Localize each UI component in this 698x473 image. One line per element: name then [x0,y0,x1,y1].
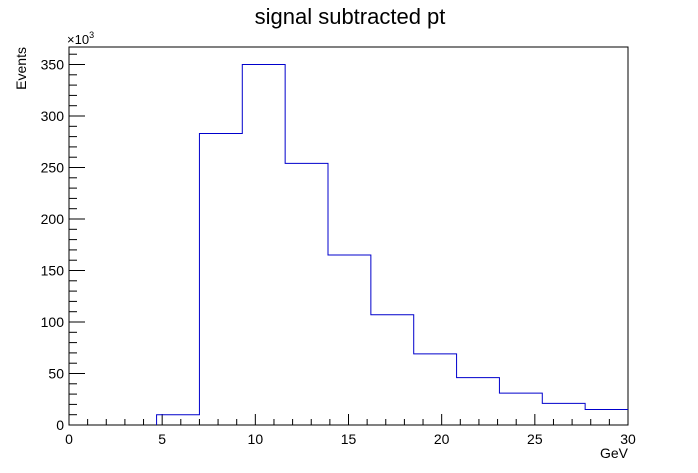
plot-frame [68,46,629,426]
x-tick-label: 20 [434,431,450,447]
y-axis-multiplier-exponent: 3 [89,30,94,40]
y-tick-label: 300 [41,108,65,124]
x-axis-tick-labels: 0 5 10 15 20 25 30 [65,431,636,447]
histogram-series-line [156,64,628,425]
y-tick-label: 50 [48,366,64,382]
y-tick-label: 100 [41,314,65,330]
y-axis-ticks [69,53,85,426]
y-axis-tick-labels: 0 50 100 150 200 250 300 350 [41,57,65,433]
x-tick-label: 30 [620,431,636,447]
x-tick-label: 25 [527,431,543,447]
y-tick-label: 0 [56,417,64,433]
x-tick-label: 0 [65,431,73,447]
chart-title: signal subtracted pt [255,4,446,29]
y-axis-multiplier-base: ×10 [67,32,89,47]
x-tick-label: 5 [158,431,166,447]
y-tick-label: 350 [41,57,65,73]
x-tick-label: 15 [341,431,357,447]
x-axis-label: GeV [600,445,629,461]
x-axis-ticks [68,414,629,425]
y-axis-label: Events [13,47,29,90]
x-tick-label: 10 [248,431,264,447]
y-axis-multiplier: ×103 [67,30,94,47]
y-tick-label: 250 [41,160,65,176]
y-tick-label: 150 [41,263,65,279]
y-tick-label: 200 [41,211,65,227]
